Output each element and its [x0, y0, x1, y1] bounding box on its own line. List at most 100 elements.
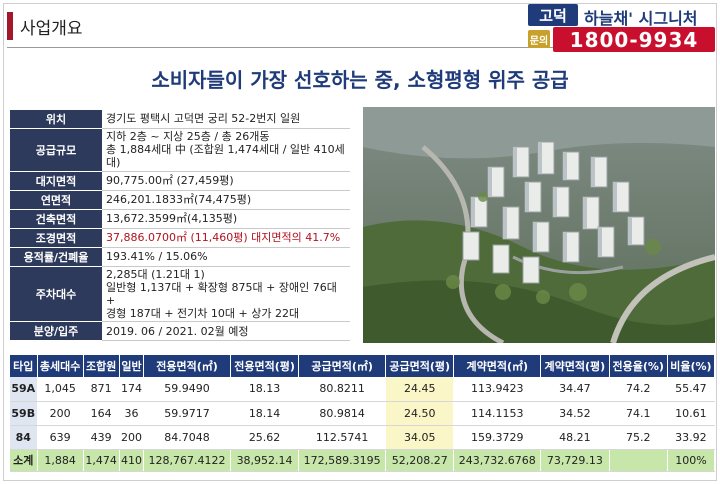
- column-header: 전용면적(㎡): [143, 355, 231, 377]
- table-cell: 84.7048: [143, 425, 231, 450]
- table-cell: 73,729.13: [540, 449, 610, 472]
- info-key: 공급규모: [10, 128, 102, 172]
- table-cell: 34.47: [540, 377, 610, 402]
- info-value: 지하 2층 ~ 지상 25층 / 총 26개동 총 1,884세대 中 (조합원 …: [102, 128, 350, 172]
- aerial-complex-image: [363, 107, 715, 343]
- info-value: 193.41% / 15.06%: [102, 247, 350, 267]
- info-key: 분양/입주: [10, 321, 102, 342]
- column-header: 조합원: [83, 355, 120, 377]
- table-cell: 871: [83, 377, 120, 402]
- column-header: 공급면적(평): [385, 355, 455, 377]
- info-key: 건축면적: [10, 209, 102, 229]
- info-key: 조경면적: [10, 228, 102, 248]
- info-value: 37,886.0700㎡ (11,460평) 대지면적의 41.7%: [102, 228, 350, 248]
- table-cell: 소계: [10, 449, 38, 472]
- table-cell: 1,045: [37, 377, 84, 402]
- table-cell: 174: [119, 377, 145, 402]
- table-cell: 112.5741: [298, 425, 386, 450]
- table-cell: 52,208.27: [385, 449, 455, 472]
- info-row: 조경면적 37,886.0700㎡ (11,460평) 대지면적의 41.7%: [10, 228, 350, 248]
- info-value: 13,672.3599㎡(4,135평): [102, 209, 350, 229]
- brand-name: 하늘채' 시그니처: [584, 9, 698, 28]
- table-cell: 114.1153: [453, 401, 542, 426]
- table-cell: 34.05: [385, 425, 455, 450]
- column-header: 전용면적(평): [230, 355, 300, 377]
- column-header: 타입: [10, 355, 38, 377]
- aerial-illustration: [363, 107, 715, 343]
- table-cell: 200: [37, 401, 84, 426]
- table-cell: 38,952.14: [230, 449, 300, 472]
- table-cell: 34.52: [540, 401, 610, 426]
- table-row: 59A 1,045 871 174 59.9490 18.13 80.8211 24.45 11…: [10, 377, 716, 402]
- table-cell: 639: [37, 425, 84, 450]
- table-row: 84 639 439 200 84.7048 25.62 112.5741 34.05 159.…: [10, 425, 716, 450]
- column-header: 총세대수: [37, 355, 84, 377]
- table-cell: 80.8211: [298, 377, 386, 402]
- table-cell: 36: [119, 401, 145, 426]
- inquiry-badge: 문의: [528, 30, 550, 48]
- info-value: 경기도 평택시 고덕면 궁리 52-2번지 일원: [102, 110, 350, 129]
- unit-type-table: 타입 총세대수 조합원 일반 전용면적(㎡) 전용면적(평) 공급면적(㎡) 공급면적(평) 계…: [10, 355, 716, 472]
- table-cell: 84: [10, 425, 38, 450]
- table-cell: 25.62: [230, 425, 300, 450]
- table-cell: 59.9490: [143, 377, 231, 402]
- title-accent-bar: [7, 12, 13, 40]
- info-value: 246,201.1833㎡(74,475평): [102, 190, 350, 210]
- column-header: 공급면적(㎡): [298, 355, 386, 377]
- table-cell: 80.9814: [298, 401, 386, 426]
- header-divider: [7, 47, 713, 48]
- table-cell: 200: [119, 425, 145, 450]
- page-frame: [3, 3, 717, 481]
- table-cell: 24.45: [385, 377, 455, 402]
- table-cell: [609, 449, 668, 472]
- info-row: 연면적 246,201.1833㎡(74,475평): [10, 190, 350, 210]
- table-cell: 128,767.4122: [143, 449, 231, 472]
- brand-logo-box: 고덕: [528, 4, 578, 26]
- project-info-table: 위치 경기도 평택시 고덕면 궁리 52-2번지 일원 공급규모 지하 2층 ~ 지상…: [10, 110, 350, 342]
- table-cell: 113.9423: [453, 377, 542, 402]
- table-cell: 10.61: [667, 401, 716, 426]
- info-row: 주차대수 2,285대 (1.21대 1) 일반형 1,137대 + 확장형 875…: [10, 266, 350, 323]
- info-row: 대지면적 90,775.00㎡ (27,459평): [10, 171, 350, 191]
- table-cell: 75.2: [609, 425, 668, 450]
- column-header: 일반: [119, 355, 145, 377]
- column-header: 계약면적(평): [540, 355, 610, 377]
- info-key: 위치: [10, 110, 102, 129]
- column-header: 비율(%): [667, 355, 716, 377]
- table-cell: 74.2: [609, 377, 668, 402]
- table-cell: 100%: [667, 449, 716, 472]
- table-cell: 48.21: [540, 425, 610, 450]
- table-cell: 55.47: [667, 377, 716, 402]
- column-header: 계약면적(㎡): [453, 355, 542, 377]
- table-cell: 59B: [10, 401, 38, 426]
- info-row: 분양/입주 2019. 06 / 2021. 02월 예정: [10, 321, 350, 342]
- table-cell: 439: [83, 425, 120, 450]
- table-cell: 74.1: [609, 401, 668, 426]
- info-key: 대지면적: [10, 171, 102, 191]
- table-cell: 410: [119, 449, 145, 472]
- headline: 소비자들이 가장 선호하는 중, 소형평형 위주 공급: [151, 68, 569, 92]
- info-value: 90,775.00㎡ (27,459평): [102, 171, 350, 191]
- table-cell: 59A: [10, 377, 38, 402]
- page-title: 사업개요: [20, 19, 83, 39]
- info-key: 용적률/건폐율: [10, 247, 102, 267]
- phone-number[interactable]: 1800-9934: [553, 27, 715, 52]
- table-cell: 164: [83, 401, 120, 426]
- table-cell: 159.3729: [453, 425, 542, 450]
- table-row: 59B 200 164 36 59.9717 18.14 80.9814 24.50 114.1…: [10, 401, 716, 426]
- column-header: 전용율(%): [609, 355, 668, 377]
- info-row: 건축면적 13,672.3599㎡(4,135평): [10, 209, 350, 229]
- table-cell: 18.14: [230, 401, 300, 426]
- table-cell: 59.9717: [143, 401, 231, 426]
- info-key: 연면적: [10, 190, 102, 210]
- table-total-row: 소계 1,884 1,474 410 128,767.4122 38,952.14 172,…: [10, 449, 716, 472]
- table-cell: 172,589.3195: [298, 449, 386, 472]
- table-cell: 1,884: [37, 449, 84, 472]
- info-value: 2,285대 (1.21대 1) 일반형 1,137대 + 확장형 875대 + …: [102, 266, 350, 323]
- table-cell: 18.13: [230, 377, 300, 402]
- table-cell: 243,732.6768: [453, 449, 542, 472]
- table-cell: 33.92: [667, 425, 716, 450]
- info-value: 2019. 06 / 2021. 02월 예정: [102, 321, 350, 342]
- table-cell: 1,474: [83, 449, 120, 472]
- info-row: 공급규모 지하 2층 ~ 지상 25층 / 총 26개동 총 1,884세대 中 (…: [10, 128, 350, 172]
